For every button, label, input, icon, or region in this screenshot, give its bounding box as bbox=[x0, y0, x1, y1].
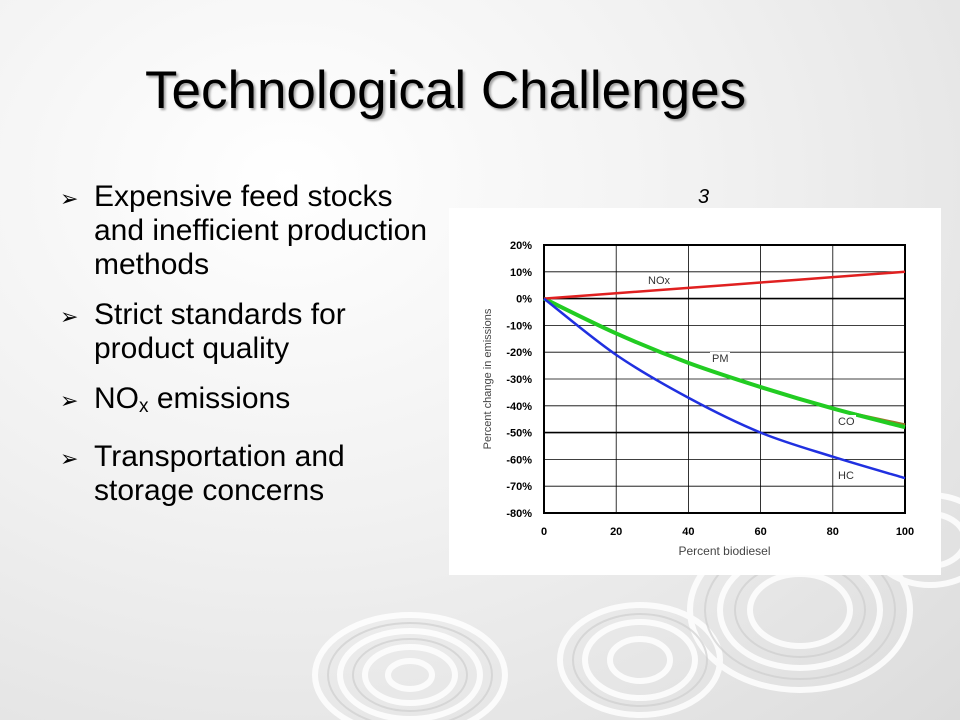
series-label-bg bbox=[646, 274, 674, 287]
series-label-bg bbox=[710, 352, 730, 365]
bullet-text: Expensive feed stocks and inefficient pr… bbox=[94, 180, 428, 281]
y-tick-label: -50% bbox=[506, 428, 532, 440]
y-tick-label: -10% bbox=[506, 320, 532, 332]
y-tick-label: -60% bbox=[506, 454, 532, 466]
bullet-item: ➢ Expensive feed stocks and inefficient … bbox=[60, 180, 440, 282]
x-tick-label: 0 bbox=[541, 526, 547, 538]
chart-svg: 20% 10% 0% -10% -20% -30% -40% -50% -60% -70% -80%… bbox=[482, 240, 914, 558]
y-tick-label: 0% bbox=[516, 294, 532, 306]
x-tick-label: 80 bbox=[827, 526, 839, 538]
emissions-chart: 20% 10% 0% -10% -20% -30% -40% -50% -60% -70% -80%… bbox=[449, 208, 941, 575]
series-line-nox bbox=[543, 270, 906, 300]
reference-number: 3 bbox=[698, 186, 710, 208]
series-line-pm bbox=[543, 296, 906, 430]
x-tick-label: 60 bbox=[754, 526, 766, 538]
y-tick-label: 20% bbox=[510, 240, 532, 252]
bullet-text: Transportation and storage concerns bbox=[94, 440, 345, 507]
arrow-bullet-icon: ➢ bbox=[60, 304, 79, 329]
bullet-text-subscript: x bbox=[139, 396, 149, 417]
series-label-co: CO bbox=[838, 416, 855, 428]
series-label-pm: PM bbox=[712, 353, 729, 365]
series-label-nox: NOx bbox=[648, 275, 671, 287]
series-label-hc: HC bbox=[838, 470, 854, 482]
x-tick-label: 40 bbox=[682, 526, 694, 538]
arrow-bullet-icon: ➢ bbox=[60, 186, 79, 211]
series-label-bg bbox=[836, 415, 856, 428]
bullet-item: ➢ Transportation and storage concerns bbox=[60, 440, 440, 508]
y-tick-label: -70% bbox=[506, 481, 532, 493]
bullet-text-main: NO bbox=[94, 382, 139, 415]
series-label-bg bbox=[836, 469, 856, 482]
bullet-text: Strict standards for product quality bbox=[94, 298, 346, 365]
y-tick-label: -30% bbox=[506, 374, 532, 386]
y-tick-label: -20% bbox=[506, 347, 532, 359]
y-axis-label: Percent change in emissions bbox=[482, 308, 494, 449]
x-tick-label: 20 bbox=[610, 526, 622, 538]
bullet-item: ➢ NOx emissions bbox=[60, 382, 440, 424]
y-tick-label: 10% bbox=[510, 267, 532, 279]
y-tick-label: -80% bbox=[506, 508, 532, 520]
y-tick-label: -40% bbox=[506, 401, 532, 413]
arrow-bullet-icon: ➢ bbox=[60, 446, 79, 471]
slide-title: Technological Challenges bbox=[145, 61, 747, 120]
series-line-hc bbox=[543, 297, 906, 480]
bullet-list: ➢ Expensive feed stocks and inefficient … bbox=[60, 180, 440, 524]
x-axis-label: Percent biodiesel bbox=[678, 544, 770, 558]
bullet-item: ➢ Strict standards for product quality bbox=[60, 298, 440, 366]
arrow-bullet-icon: ➢ bbox=[60, 388, 79, 413]
bullet-text-rest: emissions bbox=[148, 382, 291, 415]
x-tick-label: 100 bbox=[896, 526, 914, 538]
